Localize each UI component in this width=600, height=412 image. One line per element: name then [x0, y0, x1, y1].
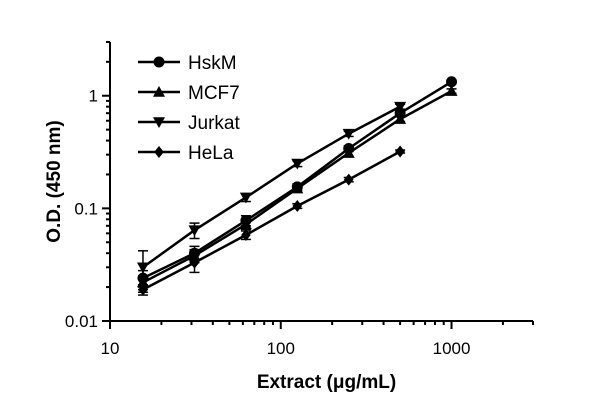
legend-label: MCF7 — [188, 83, 240, 104]
data-point — [138, 283, 148, 296]
x-tick-label: 100 — [267, 339, 295, 358]
axes — [109, 42, 533, 322]
data-point — [189, 256, 200, 269]
data-point — [343, 173, 354, 186]
series-hskm — [137, 76, 458, 288]
data-point — [446, 76, 458, 88]
legend-item: HskM — [138, 53, 237, 74]
series-layer — [136, 76, 458, 296]
legend-label: HeLa — [188, 143, 234, 164]
data-point — [394, 101, 407, 113]
data-point — [291, 158, 304, 170]
legend-item: MCF7 — [138, 83, 240, 104]
data-point — [241, 229, 251, 242]
data-point — [188, 225, 201, 237]
x-tick-label: 1000 — [433, 339, 471, 358]
legend-marker — [154, 146, 164, 158]
legend-marker — [153, 56, 165, 68]
legend-label: HskM — [188, 53, 237, 74]
legend-item: Jurkat — [138, 113, 240, 134]
axis-tick-labels: 0.01 0.1 1 10 100 1000 — [65, 87, 471, 358]
series-hela — [137, 145, 406, 296]
series-line — [142, 150, 401, 291]
data-point — [291, 182, 304, 194]
data-point — [136, 262, 149, 274]
data-point — [342, 128, 355, 140]
data-point — [239, 218, 252, 230]
data-point — [395, 145, 405, 158]
y-tick-label: 1 — [89, 87, 98, 106]
legend-marker — [153, 86, 165, 97]
x-axis-title: Extract (μg/mL) — [257, 372, 396, 393]
legend-label: Jurkat — [188, 113, 240, 134]
data-point — [342, 147, 355, 158]
series-jurkat — [136, 101, 407, 293]
data-point — [239, 192, 252, 204]
data-point — [292, 199, 303, 212]
x-tick-label: 10 — [101, 339, 120, 358]
y-axis-title: O.D. (450 nm) — [44, 120, 65, 242]
data-point — [394, 113, 407, 124]
axis-ticks — [102, 41, 534, 329]
series-line — [142, 105, 401, 269]
legend-item: HeLa — [138, 143, 234, 164]
y-tick-label: 0.1 — [74, 199, 98, 218]
legend-marker — [153, 117, 165, 128]
y-tick-label: 0.01 — [65, 312, 98, 331]
legend: HskM MCF7 Jurkat HeLa — [138, 53, 240, 164]
data-point — [445, 85, 458, 96]
